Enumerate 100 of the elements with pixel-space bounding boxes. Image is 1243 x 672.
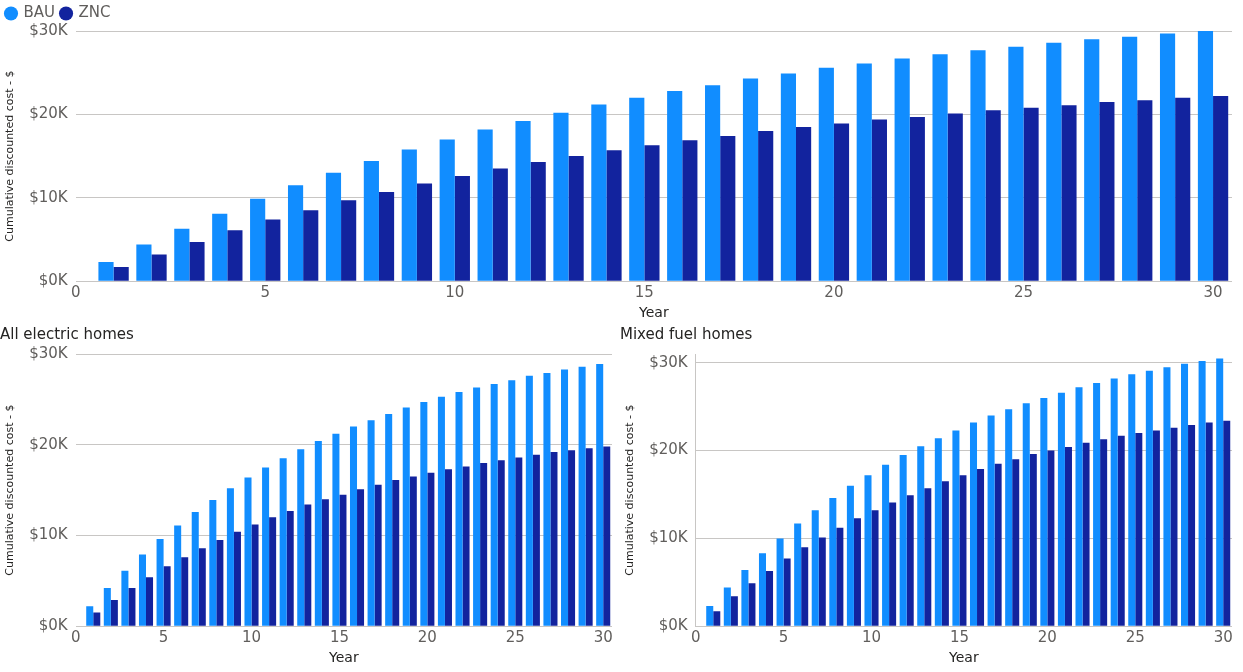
x-tick-label: 25 <box>505 628 525 647</box>
bar <box>1188 425 1196 626</box>
bar <box>758 131 774 281</box>
bar <box>1216 358 1224 626</box>
bar <box>969 422 978 626</box>
bar <box>818 67 834 281</box>
bar <box>1093 382 1101 626</box>
bar <box>113 267 129 281</box>
x-tick-label: 20 <box>417 628 437 647</box>
bar <box>174 525 182 626</box>
x-tick-label: 20 <box>824 283 844 302</box>
bar <box>357 489 365 626</box>
bar <box>402 407 410 626</box>
bar <box>1064 447 1072 626</box>
bar <box>836 527 844 626</box>
bar <box>864 475 872 626</box>
bar <box>321 499 329 626</box>
bar <box>667 91 683 281</box>
bar <box>462 466 470 626</box>
bar <box>287 185 304 281</box>
bar <box>181 557 189 626</box>
bar <box>525 375 533 626</box>
bar <box>947 113 963 281</box>
x-tick-label: 15 <box>329 628 349 647</box>
bar <box>136 244 152 281</box>
bar <box>515 121 531 281</box>
bar <box>515 457 523 626</box>
bar <box>706 606 714 626</box>
bar <box>629 97 645 281</box>
y-tick-label: $0K <box>38 271 69 290</box>
bar <box>1159 33 1176 281</box>
bar <box>1008 46 1024 281</box>
bar <box>244 477 252 626</box>
bar <box>1122 36 1138 281</box>
bar <box>532 454 540 626</box>
y-tick-label: $10K <box>29 525 69 544</box>
bar <box>801 547 809 626</box>
y-tick-label: $10K <box>29 187 69 206</box>
bar <box>325 172 342 281</box>
bar <box>932 54 948 281</box>
bar <box>730 596 738 626</box>
bar <box>233 531 241 626</box>
y-tick-label: $30K <box>649 352 689 371</box>
x-tick-label: 30 <box>1203 283 1223 302</box>
bar <box>550 451 558 626</box>
y-tick-label: $10K <box>649 528 689 547</box>
bar <box>367 420 375 626</box>
bar <box>1046 42 1062 281</box>
bar <box>437 396 445 626</box>
bar <box>341 200 357 281</box>
bar <box>833 123 850 281</box>
bar <box>473 387 481 626</box>
bar <box>492 168 508 281</box>
y-tick-label: $20K <box>649 440 689 459</box>
x-tick-label: 5 <box>778 628 789 647</box>
bar <box>1023 107 1039 281</box>
bar <box>93 612 101 626</box>
bar <box>1205 422 1213 626</box>
bar <box>1197 31 1214 281</box>
chart-title: All electric homes <box>0 324 134 343</box>
bar <box>1198 361 1206 626</box>
x-tick-label: 0 <box>70 628 81 647</box>
bar <box>987 415 995 626</box>
bar <box>262 467 270 626</box>
bar <box>314 441 322 626</box>
bar <box>480 462 488 626</box>
legend-label: BAU <box>23 3 56 22</box>
bar <box>163 566 171 626</box>
y-axis-title: Cumulative discounted cost - $ <box>3 70 17 242</box>
y-tick-label: $0K <box>38 616 69 635</box>
bar <box>497 460 505 626</box>
bar <box>1057 392 1065 626</box>
x-tick-label: 30 <box>1213 628 1233 647</box>
bar <box>568 450 576 626</box>
bar <box>644 145 660 281</box>
bar <box>227 230 243 281</box>
bar <box>959 475 967 626</box>
bar <box>952 430 960 626</box>
y-tick-label: $0K <box>658 616 689 635</box>
x-axis-title: Year <box>638 304 669 321</box>
bar <box>1082 442 1090 626</box>
bar <box>606 150 622 281</box>
bar <box>138 554 147 626</box>
bar <box>1117 435 1125 626</box>
bar <box>1005 409 1013 626</box>
bar <box>818 537 826 626</box>
bar <box>455 392 463 626</box>
bar <box>713 611 721 626</box>
bar <box>1163 367 1171 626</box>
bar <box>1110 378 1118 626</box>
bar <box>941 481 949 626</box>
bar <box>796 126 812 281</box>
bar <box>189 242 205 281</box>
bar <box>174 228 190 281</box>
x-axis-title: Year <box>948 649 979 666</box>
bar <box>578 366 586 626</box>
bar <box>934 438 942 626</box>
y-tick-label: $20K <box>29 104 69 123</box>
y-tick-label: $20K <box>29 434 69 453</box>
bar <box>110 599 118 626</box>
